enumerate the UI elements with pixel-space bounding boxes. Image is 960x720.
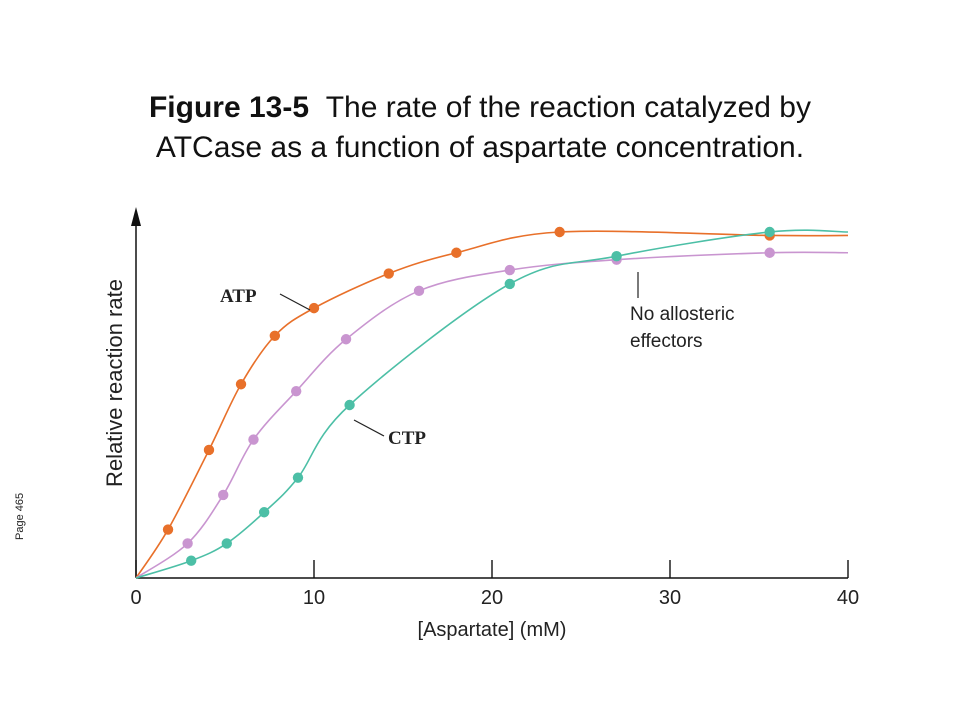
atp-point (203, 444, 215, 456)
x-tick-label: 30 (659, 587, 681, 609)
no-effectors-line-2: effectors (630, 331, 703, 352)
axes (131, 207, 848, 579)
ctp-point (764, 226, 775, 238)
fitted-curves (135, 229, 849, 579)
atp-curve (135, 230, 849, 579)
x-tick-label: 20 (481, 587, 503, 609)
y-axis-label: Relative reaction rate (102, 279, 127, 487)
series-label-ctp: CTP (388, 428, 426, 449)
x-tick-label: 0 (130, 587, 141, 609)
ctp-point (221, 538, 232, 549)
atp-point (451, 247, 462, 258)
x-ticks: 0 10 20 30 40 (130, 560, 859, 609)
x-tick-label: 40 (837, 587, 859, 609)
no-effectors-point (291, 385, 302, 397)
caption-text-1: The rate of the reaction catalyzed by (325, 91, 811, 124)
no-effectors-point (764, 247, 775, 258)
y-axis-arrow-icon (131, 207, 141, 226)
atp-point (308, 302, 320, 314)
series-labels: ATP CTP No allosteric effectors (220, 272, 740, 449)
ctp-leader-line (353, 419, 385, 437)
atp-leader-line (279, 293, 311, 311)
caption-line-1: Figure 13-5 The rate of the reaction cat… (0, 88, 960, 128)
figure-caption: Figure 13-5 The rate of the reaction cat… (0, 88, 960, 168)
atp-point (269, 330, 281, 341)
no-effectors-point (248, 434, 259, 445)
caption-line-2: ATCase as a function of aspartate concen… (155, 131, 805, 164)
atp-point (383, 268, 394, 279)
no-effectors-point (413, 285, 425, 297)
no-effectors-line-1: No allosteric (630, 304, 735, 325)
figure-label: Figure 13-5 (148, 91, 310, 124)
ctp-point (258, 507, 270, 518)
ctp-point (504, 278, 515, 290)
ctp-curve (135, 229, 849, 579)
ctp-point (344, 399, 355, 411)
no-effectors-point (504, 264, 515, 276)
data-points (162, 226, 775, 566)
series-label-atp: ATP (220, 286, 257, 307)
ctp-point (292, 472, 304, 483)
no-effectors-point (182, 538, 193, 549)
atp-point (162, 524, 174, 535)
atp-point (554, 226, 565, 238)
series-label-no-effectors: No allosteric effectors (630, 304, 740, 352)
ctp-point (611, 251, 622, 262)
ctp-point (185, 555, 197, 566)
x-axis-label: [Aspartate] (mM) (418, 619, 567, 641)
atp-point (235, 379, 247, 390)
no-effectors-point (218, 489, 229, 501)
no-effectors-point (340, 334, 352, 345)
x-tick-label: 10 (303, 587, 325, 609)
